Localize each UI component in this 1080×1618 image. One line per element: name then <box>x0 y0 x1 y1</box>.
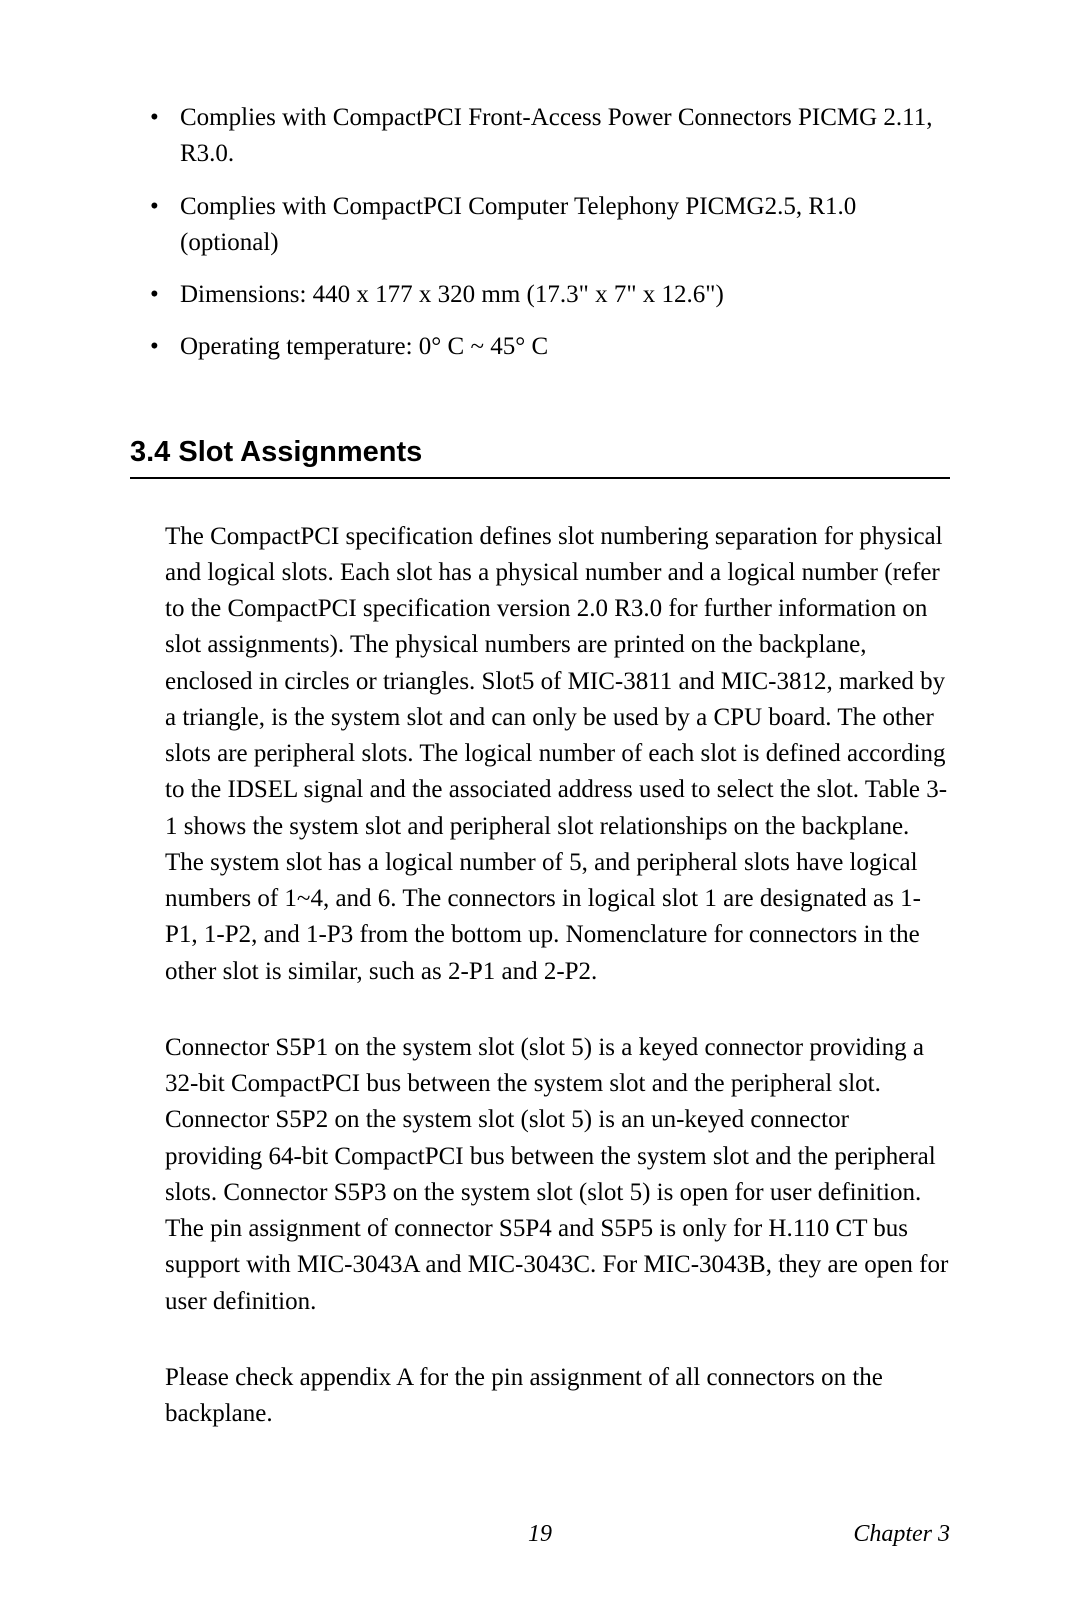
bullet-item: • Complies with CompactPCI Computer Tele… <box>150 189 950 262</box>
page-footer: 19 <box>130 1521 950 1548</box>
heading-rule <box>130 477 950 479</box>
body-paragraph: Connector S5P1 on the system slot (slot … <box>165 1030 950 1320</box>
bullet-text: Dimensions: 440 x 177 x 320 mm (17.3" x … <box>180 277 950 313</box>
bullet-marker: • <box>150 100 180 173</box>
bullet-item: • Dimensions: 440 x 177 x 320 mm (17.3" … <box>150 277 950 313</box>
body-paragraph: Please check appendix A for the pin assi… <box>165 1360 950 1433</box>
section-title: Slot Assignments <box>178 436 422 468</box>
bullet-item: • Operating temperature: 0° C ~ 45° C <box>150 329 950 365</box>
chapter-label: Chapter 3 <box>853 1521 950 1548</box>
bullet-marker: • <box>150 329 180 365</box>
bullet-marker: • <box>150 277 180 313</box>
bullet-text: Complies with CompactPCI Front-Access Po… <box>180 100 950 173</box>
bullet-text: Complies with CompactPCI Computer Teleph… <box>180 189 950 262</box>
section-heading: 3.4 Slot Assignments <box>130 436 950 469</box>
bullet-marker: • <box>150 189 180 262</box>
bullet-item: • Complies with CompactPCI Front-Access … <box>150 100 950 173</box>
section-number: 3.4 <box>130 436 170 468</box>
bullet-text: Operating temperature: 0° C ~ 45° C <box>180 329 950 365</box>
body-paragraph: The CompactPCI specification defines slo… <box>165 519 950 990</box>
page-number: 19 <box>528 1521 552 1548</box>
bullet-list: • Complies with CompactPCI Front-Access … <box>150 100 950 366</box>
